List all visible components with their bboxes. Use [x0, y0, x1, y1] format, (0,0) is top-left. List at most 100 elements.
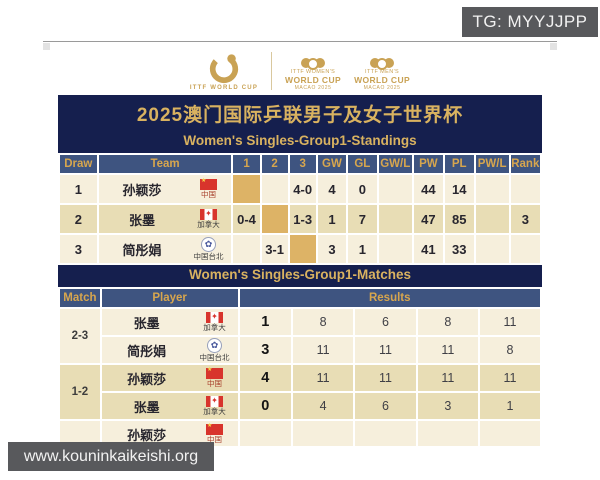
column-header-gw: GW	[317, 155, 347, 173]
column-header-pw: PW	[413, 155, 443, 173]
chinese-taipei-emblem-icon	[200, 237, 216, 253]
tables-container: 2025澳门国际乒联男子及女子世界杯 Women's Singles-Group…	[58, 95, 542, 446]
standings-table: Draw Team 1 2 3 GW GL GW/L PW PL PW/L Ra…	[58, 153, 542, 265]
telegram-badge: TG: MYYJJPP	[462, 7, 598, 37]
standings-row: 2 张墨 加拿大 0-4 1-3 1 7	[60, 205, 540, 233]
column-header-player: Player	[101, 289, 238, 307]
result-cell: 1-3	[289, 205, 316, 233]
pw-cell: 41	[413, 235, 443, 263]
country-label: 中国	[207, 379, 222, 389]
logo-row: ITTF WORLD CUP ITTF WOMEN'S WORLD CUP MA…	[43, 42, 557, 95]
team-cell: 简彤娟 中国台北	[98, 235, 232, 263]
pl-cell: 85	[444, 205, 474, 233]
team-name: 简彤娟	[122, 242, 162, 258]
team-name: 孙颖莎	[122, 182, 162, 198]
player-name: 简彤娟	[127, 343, 167, 359]
column-header-rank: Rank	[510, 155, 540, 173]
standings-row: 3 简彤娟 中国台北 3-1 3 1	[60, 235, 540, 263]
tennis-balls-icon	[301, 52, 326, 70]
team-cell: 孙颖莎 中国	[98, 175, 232, 203]
set-score-cell: 1	[480, 393, 540, 419]
set-score-cell: 6	[355, 393, 416, 419]
standings-row: 1 孙颖莎 中国 4-0 4 0	[60, 175, 540, 203]
column-header-gwl: GW/L	[378, 155, 412, 173]
country-label: 中国	[207, 435, 222, 445]
rank-cell	[510, 235, 540, 263]
set-score-cell: 11	[355, 365, 416, 391]
country-label: 中国台北	[193, 252, 224, 262]
player-cell: 张墨 加拿大	[101, 309, 238, 335]
mens-worldcup-logo: ITTF MEN'S WORLD CUP MACAO 2025	[354, 52, 410, 91]
set-score-cell: 11	[417, 365, 479, 391]
match-row: 简彤娟 中国台北 3 11 11 11 8	[60, 337, 540, 363]
player-name: 张墨	[133, 315, 160, 331]
standings-header-row: Draw Team 1 2 3 GW GL GW/L PW PL PW/L Ra…	[60, 155, 540, 173]
column-header-gl: GL	[348, 155, 377, 173]
set-score-cell	[417, 421, 479, 446]
diagonal-cell	[233, 175, 260, 203]
mens-logo-line2: WORLD CUP	[354, 74, 411, 85]
set-score-cell: 11	[355, 337, 416, 363]
gl-cell: 0	[348, 175, 377, 203]
event-title: 2025澳门国际乒联男子及女子世界杯	[136, 104, 464, 126]
content-panel: ITTF WORLD CUP ITTF WOMEN'S WORLD CUP MA…	[43, 41, 557, 446]
canada-flag-icon	[199, 209, 217, 221]
column-header-pwl: PW/L	[475, 155, 509, 173]
pl-cell: 14	[444, 175, 474, 203]
column-header-draw: Draw	[60, 155, 97, 173]
country-label: 中国	[200, 190, 216, 200]
column-header-1: 1	[233, 155, 260, 173]
gw-cell: 1	[317, 205, 347, 233]
column-header-3: 3	[289, 155, 316, 173]
womens-logo-line3: MACAO 2025	[294, 84, 332, 91]
draw-cell: 2	[60, 205, 97, 233]
ittf-crescent-ball-icon	[207, 52, 241, 84]
match-row: 张墨 加拿大 0 4 6 3 1	[60, 393, 540, 419]
column-header-results: Results	[239, 289, 540, 307]
pl-cell: 33	[444, 235, 474, 263]
draw-cell: 3	[60, 235, 97, 263]
set-score-cell: 6	[355, 309, 416, 335]
game-score-cell: 3	[239, 337, 291, 363]
set-score-cell: 11	[292, 337, 354, 363]
pwl-cell	[475, 175, 509, 203]
canada-flag-icon	[206, 312, 223, 324]
match-label-cell: 1-2	[60, 365, 100, 419]
set-score-cell	[480, 421, 540, 446]
country-label: 加拿大	[197, 220, 220, 230]
player-cell: 孙颖莎 中国	[101, 421, 238, 446]
china-flag-icon	[206, 367, 223, 380]
player-cell: 张墨 加拿大	[101, 393, 238, 419]
set-score-cell: 8	[417, 309, 479, 335]
standings-section-header: Women's Singles-Group1-Standings	[58, 131, 542, 153]
set-score-cell	[292, 421, 354, 446]
canada-flag-icon	[206, 396, 223, 408]
womens-logo-line1: ITTF WOMEN'S	[290, 68, 336, 75]
mens-logo-line1: ITTF MEN'S	[365, 68, 400, 75]
event-title-banner: 2025澳门国际乒联男子及女子世界杯	[58, 95, 542, 131]
diagonal-cell	[289, 235, 316, 263]
set-score-cell: 4	[292, 393, 354, 419]
pwl-cell	[475, 235, 509, 263]
ittf-worldcup-logo: ITTF WORLD CUP	[190, 52, 258, 91]
result-cell: 4-0	[289, 175, 316, 203]
player-cell: 孙颖莎 中国	[101, 365, 238, 391]
matches-table: Match Player Results 2-3 张墨 加拿大	[58, 287, 542, 446]
set-score-cell: 11	[417, 337, 479, 363]
rank-cell: 3	[510, 205, 540, 233]
watermark-badge: www.kouninkaikeishi.org	[8, 442, 214, 471]
set-score-cell: 11	[292, 365, 354, 391]
ittf-logo-caption: ITTF WORLD CUP	[189, 84, 259, 91]
match-row: 2-3 张墨 加拿大 1 8 6 8 11	[60, 309, 540, 363]
country-label: 加拿大	[203, 323, 226, 333]
country-label: 加拿大	[203, 407, 226, 417]
gwl-cell	[378, 205, 412, 233]
matches-section-header: Women's Singles-Group1-Matches	[58, 265, 542, 287]
tennis-balls-icon	[370, 52, 395, 70]
player-cell: 简彤娟 中国台北	[101, 337, 238, 363]
player-name: 孙颖莎	[127, 427, 167, 443]
womens-logo-line2: WORLD CUP	[285, 74, 342, 85]
telegram-badge-text: TG: MYYJJPP	[472, 12, 588, 31]
result-cell	[261, 175, 288, 203]
